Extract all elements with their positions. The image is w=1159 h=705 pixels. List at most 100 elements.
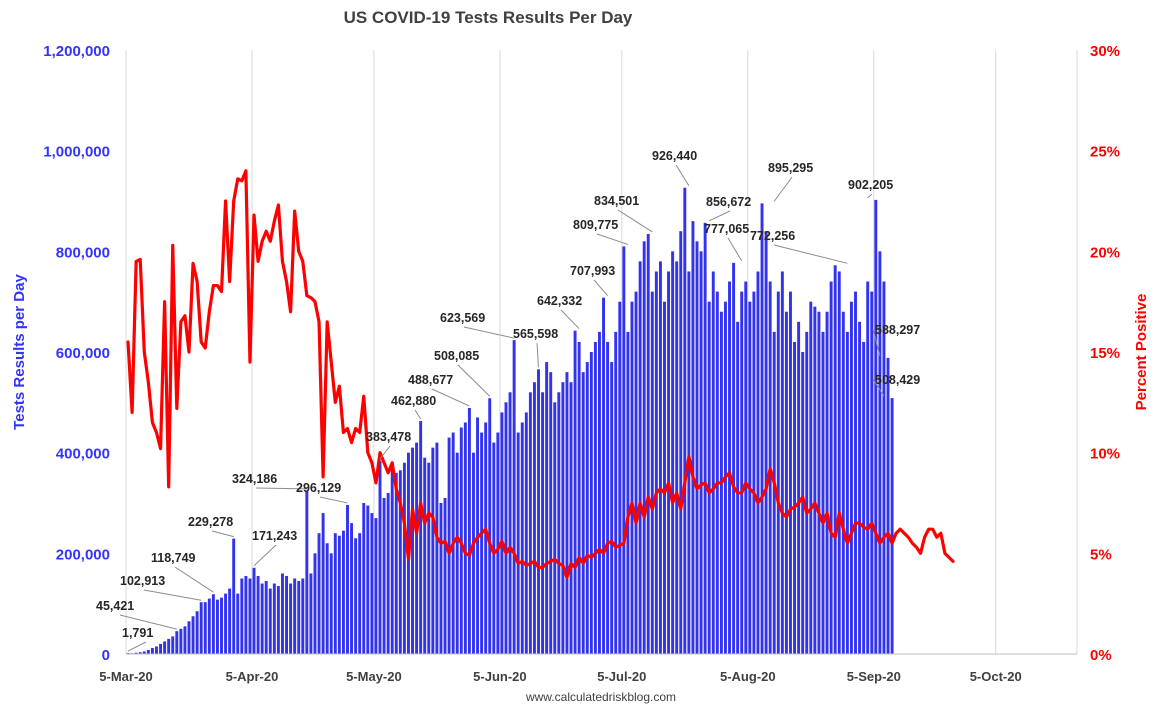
bar [362,503,366,654]
bar [146,649,150,654]
bar [447,437,451,654]
bar [289,583,293,654]
bar [817,311,821,654]
bar [862,341,866,654]
bar [346,504,349,654]
bar [260,583,264,654]
bar [707,301,711,654]
bar [545,362,549,654]
bar [370,513,374,654]
bar [793,341,797,654]
annotation-leader [379,445,391,460]
bar [138,652,142,654]
bar [528,392,532,654]
bar [467,408,471,654]
bar [780,271,784,654]
percent-positive-line [126,169,955,580]
annotation-leader [143,589,202,601]
chart-title: US COVID-19 Tests Results Per Day [344,8,633,27]
bar [341,530,345,654]
bar [155,646,158,654]
bar [886,357,890,654]
x-tick-label: 5-Apr-20 [226,669,279,684]
bar [833,265,837,654]
bar [679,231,683,654]
annotation-label: 565,598 [513,327,558,341]
y-tick-label: 800,000 [56,244,110,261]
annotation-leader [253,544,277,567]
bar [561,382,565,654]
bar [581,372,585,654]
annotation-leader [463,326,515,339]
bar [382,497,386,654]
bar [309,573,313,654]
bar [463,422,467,654]
bar [191,616,195,654]
annotation-leader [872,378,885,397]
annotation-leader [457,364,491,397]
bar [398,470,402,654]
bar [683,187,687,654]
bar [789,291,792,654]
bar [374,518,378,654]
bar [650,291,654,654]
bar [244,575,248,654]
bar [634,291,638,654]
bar [268,588,272,654]
bar [220,597,223,654]
bar [325,543,329,654]
annotation-leader [536,342,540,368]
bar [492,442,496,654]
x-tick-label: 5-Jul-20 [597,669,646,684]
bar [854,291,857,654]
bar [829,281,833,654]
annotation-label: 777,065 [704,222,749,236]
bar [813,306,817,654]
annotation-leader [119,614,177,630]
bar [837,271,841,654]
bar [715,291,719,654]
annotation-leader [675,164,690,186]
bar [520,422,524,654]
bar [654,271,658,654]
annotations: 1,791 45,421 102,913 118,749 229,278 171,243 3… [96,149,920,652]
bar [435,442,439,654]
bar [589,352,593,654]
annotation-leader [431,388,470,407]
annotation-leader [255,487,307,490]
bar [358,533,362,654]
annotation-leader [127,641,147,652]
bar [195,611,199,654]
annotation-leader [867,193,873,199]
annotation-leader [319,496,348,504]
bar [553,402,557,654]
bar [845,331,849,654]
bar [402,462,406,654]
bar [496,432,500,654]
bar [541,392,545,654]
bar [646,233,650,654]
x-tick-label: 5-Oct-20 [970,669,1022,684]
bar [248,578,252,654]
bar [386,492,390,654]
annotation-leader [174,566,214,593]
bar [305,490,309,654]
annotation-label: 171,243 [252,529,297,543]
bar [752,291,756,654]
bar [695,241,699,654]
y2-tick-label: 5% [1090,546,1112,563]
y2-tick-label: 15% [1090,345,1120,362]
annotation-label: 895,295 [768,161,813,175]
bar [614,331,618,654]
bar [488,398,492,654]
bar [171,636,175,654]
bar [549,372,553,654]
annotation-label: 102,913 [120,574,165,588]
y2-tick-label: 20% [1090,244,1120,261]
y-tick-label: 200,000 [56,546,110,563]
bar [841,311,845,654]
bar [606,341,610,654]
annotation-label: 1,791 [122,626,153,640]
bar [431,447,435,654]
bar [240,578,244,654]
